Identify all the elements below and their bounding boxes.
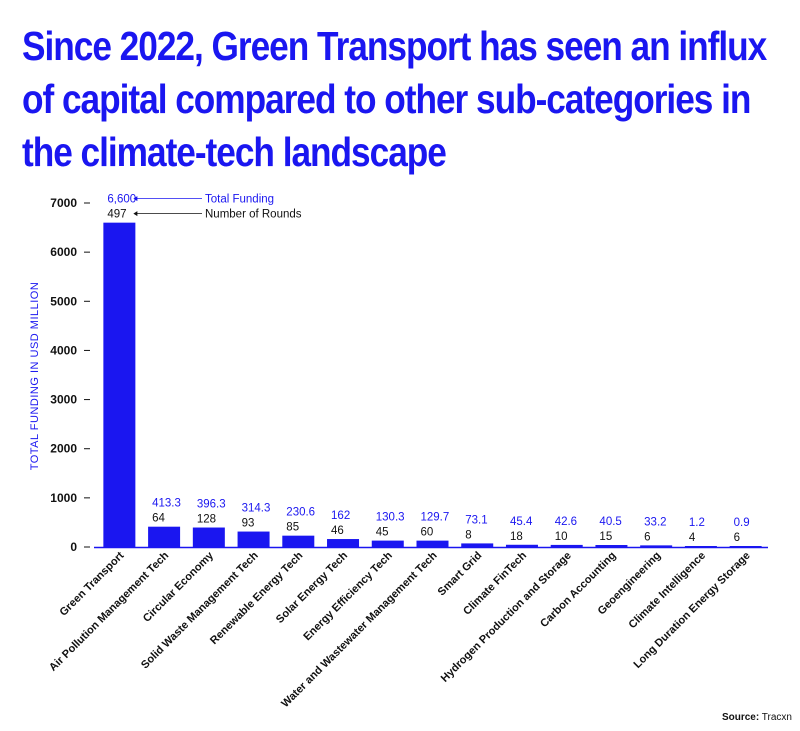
funding-value-label: 42.6 [555,516,577,528]
bar [461,543,494,547]
y-tick-label: 7000 [50,196,77,210]
rounds-value-label: 60 [421,527,434,539]
bar [684,546,717,547]
funding-value-label: 73.1 [465,514,487,526]
y-tick-label: 3000 [50,393,77,407]
bar [103,222,136,547]
rounds-value-label: 46 [331,525,344,537]
funding-value-label: 129.7 [421,512,450,524]
x-category-label: Smart Grid [436,550,485,599]
funding-value-label: 1.2 [689,517,705,529]
legend-number-of-rounds: Number of Rounds [205,209,302,221]
y-axis-title: TOTAL FUNDING IN USD MILLION [29,282,41,471]
bar [282,535,315,547]
funding-value-label: 162 [331,510,350,522]
rounds-value-label: 64 [152,513,165,525]
chart-title: Since 2022, Green Transport has seen an … [22,20,767,179]
rounds-value-label: 85 [286,522,299,534]
title-line-1: Since 2022, Green Transport has seen an … [22,23,767,69]
title-line-2: of capital compared to other sub-categor… [22,76,751,122]
source-note: Source: Tracxn [722,712,792,723]
funding-value-label: 230.6 [286,507,315,519]
legend-total-funding: Total Funding [205,194,274,206]
rounds-value-label: 6 [644,531,650,543]
bar [237,531,270,547]
bar [595,545,628,547]
funding-value-label: 0.9 [734,517,750,529]
source-label: Source: [721,712,760,723]
y-tick-label: 5000 [50,294,77,308]
x-category-label: Carbon Accounting [538,550,618,630]
bar [327,539,360,547]
x-category-label: Climate Intelligence [626,550,708,632]
bar [192,527,225,547]
title-line-3: the climate-tech landscape [22,129,447,175]
bar [416,540,449,547]
rounds-value-label: 10 [555,531,568,543]
rounds-value-label: 15 [599,531,612,543]
y-tick-label: 0 [70,540,77,554]
funding-value-label: 33.2 [644,516,666,528]
funding-value-label: 45.4 [510,516,533,528]
y-tick-label: 2000 [50,442,77,456]
bar [505,544,538,547]
rounds-value-label: 6 [734,532,740,544]
bar [640,545,673,547]
funding-value-label: 413.3 [152,498,181,510]
y-tick-label: 1000 [50,491,77,505]
bar [371,540,404,547]
rounds-value-label: 8 [465,529,471,541]
funding-value-label: 6,600 [107,194,136,206]
rounds-value-label: 18 [510,531,523,543]
bar [729,546,762,547]
y-tick-label: 4000 [50,343,77,357]
funding-value-label: 396.3 [197,499,226,511]
annotation-arrowhead-funding [133,196,138,202]
bar [550,544,583,547]
source-value: Tracxn [761,712,792,723]
annotation-arrowhead-rounds [133,211,138,217]
rounds-value-label: 128 [197,514,216,526]
x-category-label: Renewable Energy Tech [208,549,306,647]
funding-value-label: 40.5 [599,516,621,528]
rounds-value-label: 4 [689,532,696,544]
funding-value-label: 314.3 [242,503,271,515]
bar [148,526,181,547]
y-tick-label: 6000 [50,245,77,259]
funding-value-label: 130.3 [376,512,405,524]
rounds-value-label: 497 [107,209,126,221]
x-category-label: Energy Efficiency Tech [301,549,395,643]
rounds-value-label: 45 [376,527,389,539]
rounds-value-label: 93 [242,518,255,530]
x-category-label: Water and Wastewater Management Tech [279,549,440,710]
